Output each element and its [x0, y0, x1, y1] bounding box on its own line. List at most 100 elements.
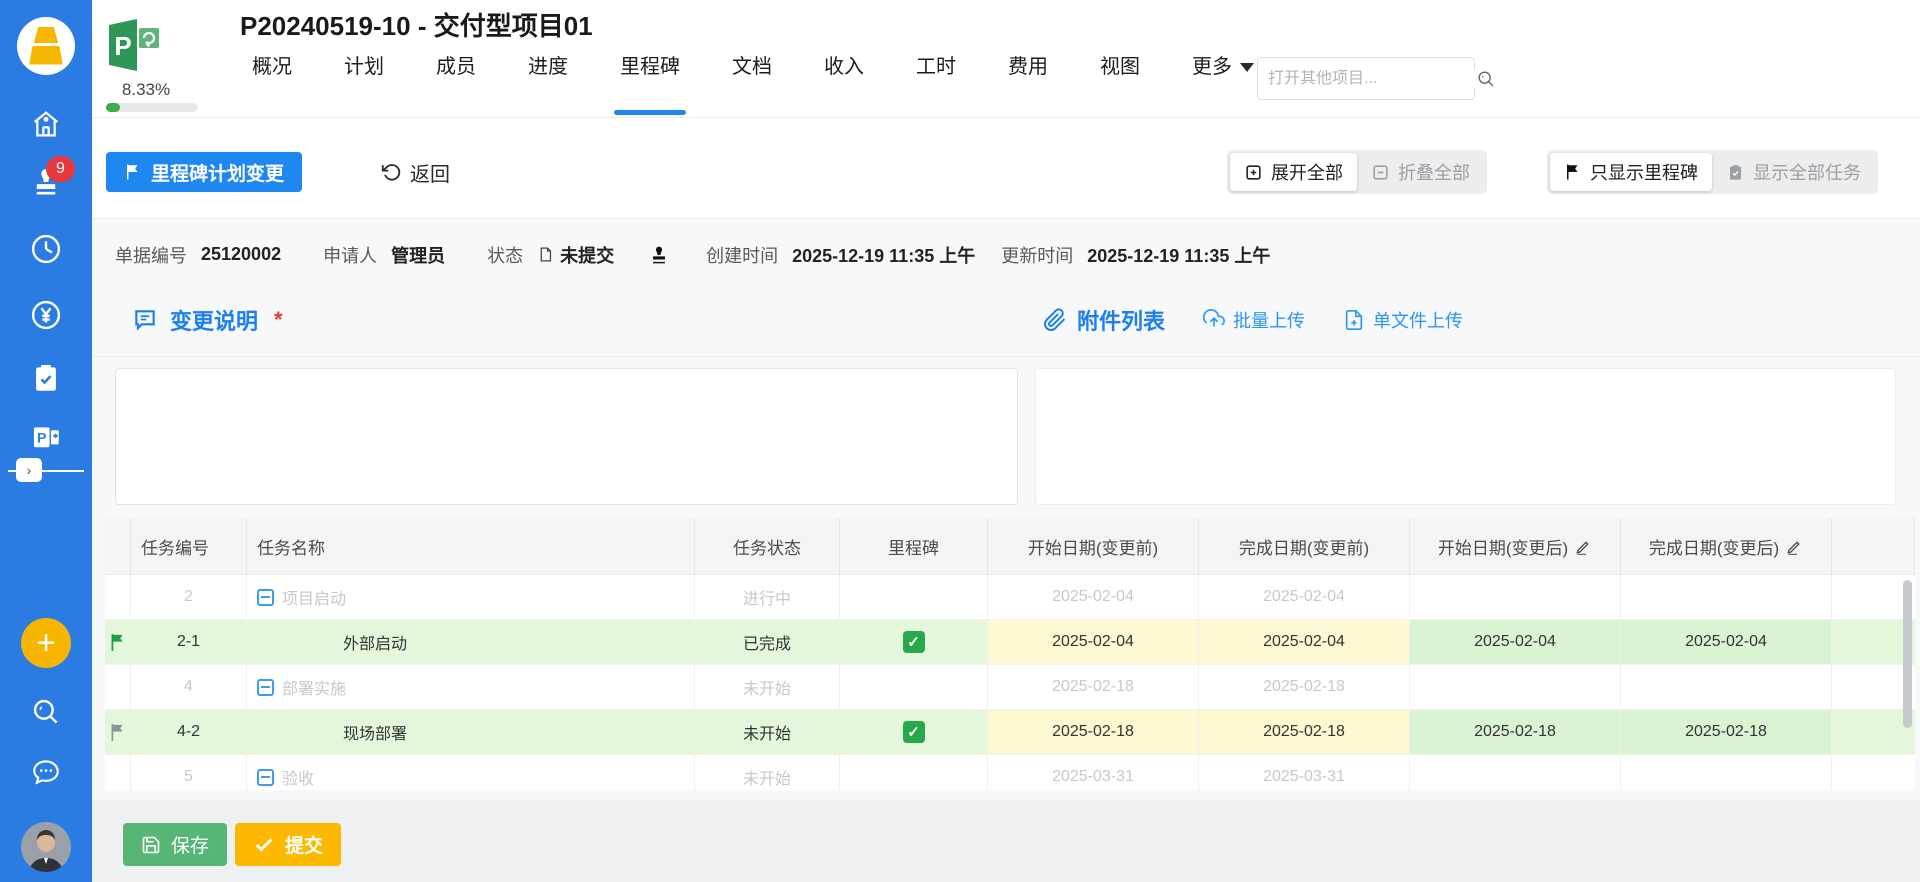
stamp-icon[interactable]: [648, 244, 670, 266]
sidebar-item-finance[interactable]: [0, 296, 92, 334]
status-label: 状态: [487, 245, 524, 266]
doc-no-value: 25120002: [201, 244, 282, 264]
tab-documents[interactable]: 文档: [732, 56, 772, 78]
submit-button[interactable]: 提交: [235, 823, 342, 866]
applicant-link[interactable]: 管理员: [391, 245, 446, 266]
single-upload-button[interactable]: 单文件上传: [1343, 307, 1463, 333]
workspace-logo-icon: [17, 17, 75, 75]
expand-all-button[interactable]: 展开全部: [1230, 153, 1357, 191]
search-icon[interactable]: [1475, 68, 1497, 90]
paperclip-icon: [1044, 308, 1066, 331]
milestone-change-button[interactable]: 里程碑计划变更: [106, 152, 303, 192]
sidebar-item-projects[interactable]: P: [0, 418, 92, 458]
filler-cell: [1832, 755, 1915, 790]
task-status: 进行中: [695, 575, 840, 619]
home-icon: [33, 111, 59, 137]
milestone-flag-green-icon: [111, 633, 123, 651]
check-icon: [255, 837, 273, 852]
milestone-cell: ✓: [840, 710, 988, 754]
tab-plan[interactable]: 计划: [344, 56, 384, 78]
collapse-toggle-icon[interactable]: [257, 678, 274, 696]
user-avatar-photo: [21, 822, 71, 872]
start-before-cell: 2025-02-18: [988, 710, 1199, 754]
milestone-cell: [840, 755, 988, 790]
flag-icon: [1567, 164, 1578, 180]
start-after-cell[interactable]: 2025-02-18: [1410, 710, 1621, 754]
milestone-checkbox[interactable]: ✓: [902, 721, 925, 743]
created-label: 创建时间: [706, 245, 779, 266]
bulk-upload-button[interactable]: 批量上传: [1203, 307, 1305, 333]
show-all-tasks-button[interactable]: 显示全部任务: [1712, 153, 1875, 191]
start-before-cell: 2025-02-04: [988, 620, 1199, 664]
table-header-row: 任务编号 任务名称 任务状态 里程碑 开始日期(变更前) 完成日期(变更前) 开…: [105, 518, 1915, 575]
milestone-cell: [840, 665, 988, 709]
tab-views[interactable]: 视图: [1100, 56, 1140, 78]
user-avatar[interactable]: [0, 822, 92, 872]
finish-after-cell[interactable]: [1621, 575, 1832, 619]
task-status: 未开始: [695, 665, 840, 709]
start-after-cell[interactable]: 2025-02-04: [1410, 620, 1621, 664]
finish-after-cell[interactable]: 2025-02-04: [1621, 620, 1832, 664]
tab-progress[interactable]: 进度: [528, 56, 568, 78]
sidebar-expander-button[interactable]: ›: [16, 458, 42, 482]
project-progress-bar: [106, 103, 198, 112]
required-mark: *: [274, 307, 283, 332]
finish-after-cell[interactable]: 2025-02-18: [1621, 710, 1832, 754]
col-finish-after: 完成日期(变更后): [1621, 518, 1832, 575]
task-name: 部署实施: [247, 665, 695, 709]
expand-collapse-group: 展开全部 折叠全部: [1227, 150, 1487, 194]
back-button[interactable]: 返回: [380, 152, 450, 192]
create-new-button[interactable]: +: [0, 618, 92, 668]
change-note-textarea[interactable]: [115, 368, 1018, 505]
search-input[interactable]: [1268, 69, 1475, 88]
task-status: 已完成: [695, 620, 840, 664]
start-after-cell[interactable]: [1410, 755, 1621, 790]
start-before-cell: 2025-02-04: [988, 575, 1199, 619]
attachments-title: 附件列表: [1077, 309, 1166, 334]
workspace-logo[interactable]: [0, 16, 92, 76]
collapse-toggle-icon[interactable]: [257, 588, 274, 606]
start-before-cell: 2025-02-18: [988, 665, 1199, 709]
table-row-task-4[interactable]: 4 部署实施 未开始 2025-02-18 2025-02-18: [105, 665, 1915, 710]
svg-text:P: P: [37, 430, 46, 446]
finish-before-cell: 2025-02-18: [1199, 710, 1410, 754]
table-row-task-2[interactable]: 2 项目启动 进行中 2025-02-04 2025-02-04: [105, 575, 1915, 620]
document-icon: [540, 247, 552, 262]
tab-members[interactable]: 成员: [436, 56, 476, 78]
sidebar-item-timesheet[interactable]: [0, 230, 92, 268]
sidebar-item-messages[interactable]: [0, 752, 92, 792]
sidebar-item-home[interactable]: [0, 106, 92, 142]
table-scrollbar[interactable]: [1903, 580, 1912, 728]
tab-milestones[interactable]: 里程碑: [620, 50, 680, 85]
finish-after-cell[interactable]: [1621, 665, 1832, 709]
finish-after-cell[interactable]: [1621, 755, 1832, 790]
edit-pencil-icon: [1576, 540, 1589, 555]
tab-income[interactable]: 收入: [824, 56, 864, 78]
start-after-cell[interactable]: [1410, 665, 1621, 709]
open-project-search[interactable]: [1257, 57, 1494, 100]
col-task-status: 任务状态: [695, 518, 840, 575]
tab-expenses[interactable]: 费用: [1008, 56, 1048, 78]
collapse-toggle-icon[interactable]: [257, 768, 274, 786]
start-after-cell[interactable]: [1410, 575, 1621, 619]
milestone-checkbox[interactable]: ✓: [902, 631, 925, 653]
tab-overview[interactable]: 概况: [252, 56, 292, 78]
table-row-task-4-2[interactable]: 4-2 现场部署 未开始 ✓ 2025-02-18 2025-02-18 202…: [105, 710, 1915, 755]
sidebar-item-search[interactable]: [0, 692, 92, 732]
yen-circle-icon: [31, 300, 61, 330]
tab-more[interactable]: 更多: [1192, 50, 1254, 85]
table-row-task-5[interactable]: 5 验收 未开始 2025-03-31 2025-03-31: [105, 755, 1915, 790]
comment-icon: [135, 310, 155, 331]
updated-label: 更新时间: [1001, 245, 1074, 266]
collapse-all-button[interactable]: 折叠全部: [1357, 153, 1484, 191]
tab-hours[interactable]: 工时: [916, 56, 956, 78]
table-row-task-2-1[interactable]: 2-1 外部启动 已完成 ✓ 2025-02-04 2025-02-04 202…: [105, 620, 1915, 665]
footer-bar: 保存 提交: [92, 800, 1920, 882]
milestone-cell: ✓: [840, 620, 988, 664]
sidebar-item-tasks[interactable]: [0, 358, 92, 398]
attachments-dropzone[interactable]: [1035, 368, 1896, 505]
save-button[interactable]: 保存: [123, 823, 228, 866]
only-milestones-button[interactable]: 只显示里程碑: [1550, 153, 1712, 191]
milestone-cell: [840, 575, 988, 619]
